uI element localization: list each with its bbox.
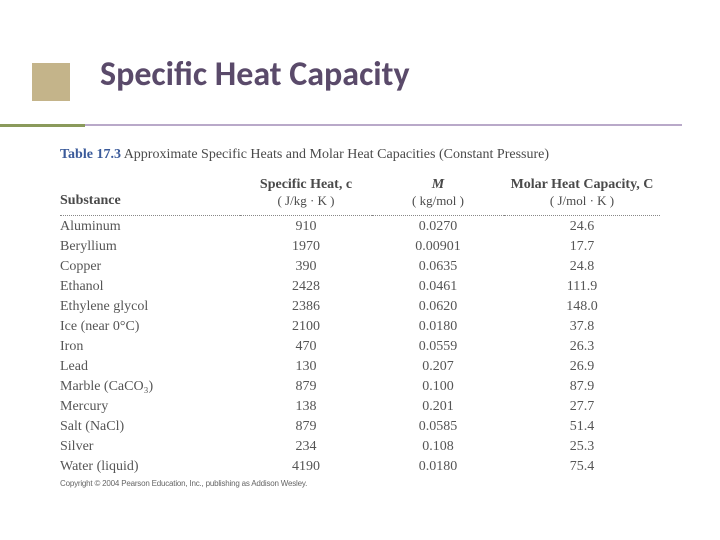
table-cell: Ethanol	[60, 277, 240, 297]
col-molar-heat-label: Molar Heat Capacity, C	[504, 177, 660, 193]
table-cell: Beryllium	[60, 237, 240, 257]
table-cell: 0.0585	[372, 417, 504, 437]
table-row: Marble (CaCO₃)8790.10087.9	[60, 377, 660, 397]
col-molar-mass-label: M	[372, 177, 504, 193]
table-cell: 26.9	[504, 357, 660, 377]
col-substance: Substance	[60, 173, 240, 216]
divider-accent	[0, 124, 85, 127]
table-cell: 75.4	[504, 457, 660, 477]
table-cell: 0.0270	[372, 217, 504, 237]
table-cell: 0.207	[372, 357, 504, 377]
table-cell: 130	[240, 357, 372, 377]
table-cell: 0.0559	[372, 337, 504, 357]
slide-header: Specific Heat Capacity	[0, 0, 720, 135]
table-cell: 24.6	[504, 217, 660, 237]
table-row: Ethanol24280.0461111.9	[60, 277, 660, 297]
table-cell: 0.0635	[372, 257, 504, 277]
table-cell: 0.201	[372, 397, 504, 417]
table-row: Copper3900.063524.8	[60, 257, 660, 277]
table-cell: Marble (CaCO₃)	[60, 377, 240, 397]
col-specific-heat: Specific Heat, c ( J/kg · K )	[240, 173, 372, 216]
table-body: Aluminum9100.027024.6Beryllium19700.0090…	[60, 217, 660, 477]
table-cell: 0.0620	[372, 297, 504, 317]
table-row: Silver2340.10825.3	[60, 437, 660, 457]
page-title: Specific Heat Capacity	[100, 54, 410, 95]
col-molar-mass: M ( kg/mol )	[372, 173, 504, 216]
table-caption: Table 17.3 Approximate Specific Heats an…	[60, 147, 660, 163]
table-cell: 4190	[240, 457, 372, 477]
table-cell: Copper	[60, 257, 240, 277]
table-row: Ice (near 0°C)21000.018037.8	[60, 317, 660, 337]
col-molar-mass-unit: ( kg/mol )	[372, 193, 504, 209]
table-cell: 138	[240, 397, 372, 417]
table-cell: 37.8	[504, 317, 660, 337]
table-cell: 0.00901	[372, 237, 504, 257]
table-cell: 879	[240, 377, 372, 397]
table-cell: 0.0180	[372, 457, 504, 477]
col-specific-heat-unit: ( J/kg · K )	[240, 193, 372, 209]
table-cell: Salt (NaCl)	[60, 417, 240, 437]
table-cell: 2386	[240, 297, 372, 317]
table-cell: 1970	[240, 237, 372, 257]
col-molar-heat: Molar Heat Capacity, C ( J/mol · K )	[504, 173, 660, 216]
table-cell: Lead	[60, 357, 240, 377]
table-number: Table 17.3	[60, 147, 121, 162]
table-cell: 148.0	[504, 297, 660, 317]
table-row: Aluminum9100.027024.6	[60, 217, 660, 237]
content-area: Table 17.3 Approximate Specific Heats an…	[0, 135, 720, 477]
table-cell: Mercury	[60, 397, 240, 417]
table-row: Water (liquid)41900.018075.4	[60, 457, 660, 477]
divider-line	[85, 124, 682, 126]
table-row: Lead1300.20726.9	[60, 357, 660, 377]
table-cell: 0.0461	[372, 277, 504, 297]
table-cell: 470	[240, 337, 372, 357]
table-cell: 0.100	[372, 377, 504, 397]
table-cell: Water (liquid)	[60, 457, 240, 477]
table-row: Ethylene glycol23860.0620148.0	[60, 297, 660, 317]
table-cell: 879	[240, 417, 372, 437]
table-cell: 0.0180	[372, 317, 504, 337]
table-cell: 87.9	[504, 377, 660, 397]
table-caption-text: Approximate Specific Heats and Molar Hea…	[124, 147, 549, 162]
table-cell: 2428	[240, 277, 372, 297]
col-specific-heat-label: Specific Heat, c	[240, 177, 372, 193]
table-cell: Ethylene glycol	[60, 297, 240, 317]
table-cell: Silver	[60, 437, 240, 457]
table-cell: 2100	[240, 317, 372, 337]
table-cell: Iron	[60, 337, 240, 357]
table-row: Iron4700.055926.3	[60, 337, 660, 357]
table-cell: 25.3	[504, 437, 660, 457]
col-molar-heat-unit: ( J/mol · K )	[504, 193, 660, 209]
table-cell: Ice (near 0°C)	[60, 317, 240, 337]
table-row: Mercury1380.20127.7	[60, 397, 660, 417]
table-cell: 910	[240, 217, 372, 237]
table-cell: 390	[240, 257, 372, 277]
table-cell: 27.7	[504, 397, 660, 417]
table-row: Beryllium19700.0090117.7	[60, 237, 660, 257]
table-cell: 51.4	[504, 417, 660, 437]
table-cell: 17.7	[504, 237, 660, 257]
table-cell: 111.9	[504, 277, 660, 297]
title-bullet-icon	[32, 63, 70, 101]
table-cell: 0.108	[372, 437, 504, 457]
table-cell: 26.3	[504, 337, 660, 357]
table-cell: 24.8	[504, 257, 660, 277]
table-cell: Aluminum	[60, 217, 240, 237]
heat-capacity-table: Substance Specific Heat, c ( J/kg · K ) …	[60, 173, 660, 477]
table-cell: 234	[240, 437, 372, 457]
copyright-text: Copyright © 2004 Pearson Education, Inc.…	[60, 479, 307, 488]
table-row: Salt (NaCl)8790.058551.4	[60, 417, 660, 437]
